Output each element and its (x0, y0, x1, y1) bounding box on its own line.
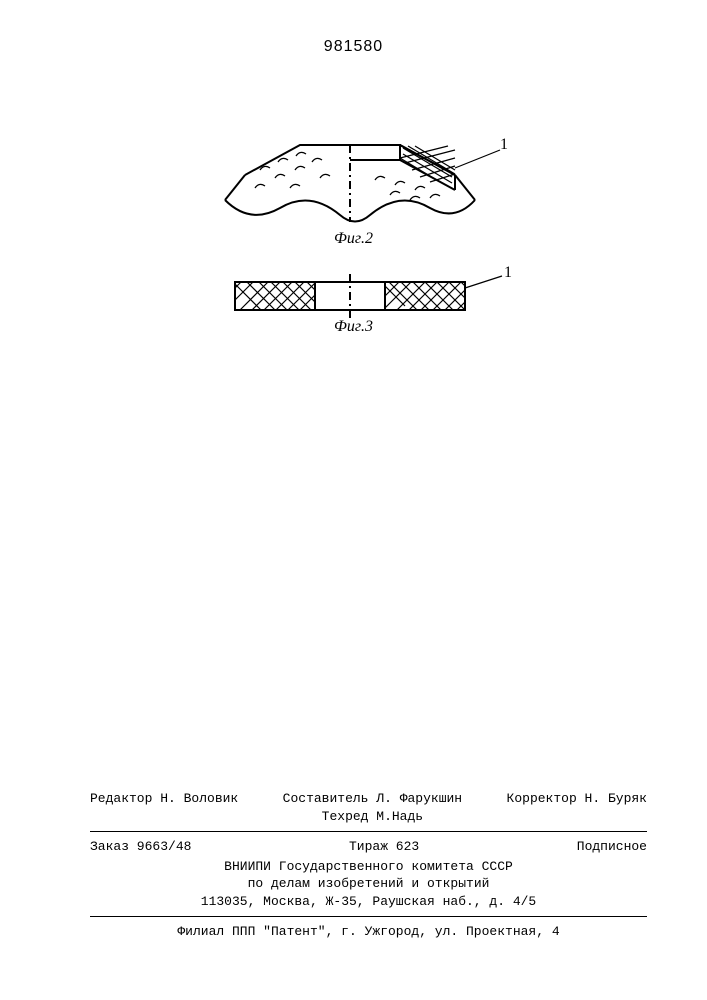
editor: Редактор Н. Воловик (90, 790, 238, 825)
tirage: Тираж 623 (349, 838, 419, 856)
org-address: 113035, Москва, Ж-35, Раушская наб., д. … (201, 894, 536, 909)
divider-2 (90, 916, 647, 917)
colophon-row-1: Редактор Н. Воловик Составитель Л. Фарук… (90, 790, 647, 825)
figure-3: 1 Фиг.3 (0, 270, 707, 350)
org-line-1: ВНИИПИ Государственного комитета СССР (224, 859, 513, 874)
compiler: Составитель Л. Фарукшин (283, 791, 462, 806)
divider-1 (90, 831, 647, 832)
figures-area: 1 Фиг.2 (0, 130, 707, 350)
fig2-label: Фиг.2 (0, 230, 707, 248)
figure-2: 1 Фиг.2 (0, 130, 707, 270)
org-line-2: по делам изобретений и открытий (248, 876, 490, 891)
colophon: Редактор Н. Воловик Составитель Л. Фарук… (90, 790, 647, 941)
figure-3-svg (0, 270, 707, 350)
order-number: Заказ 9663/48 (90, 838, 191, 856)
fig3-ref-1: 1 (504, 264, 512, 282)
fig3-label: Фиг.3 (0, 318, 707, 336)
page-number: 981580 (324, 38, 383, 56)
fig2-ref-1: 1 (500, 136, 508, 154)
techred: Техред М.Надь (322, 809, 423, 824)
org-block: ВНИИПИ Государственного комитета СССР по… (90, 858, 647, 911)
figure-2-svg (0, 130, 707, 270)
colophon-row-2: Заказ 9663/48 Тираж 623 Подписное (90, 838, 647, 856)
corrector: Корректор Н. Буряк (507, 790, 647, 825)
subscription: Подписное (577, 838, 647, 856)
branch-line: Филиал ППП "Патент", г. Ужгород, ул. Про… (90, 923, 647, 941)
